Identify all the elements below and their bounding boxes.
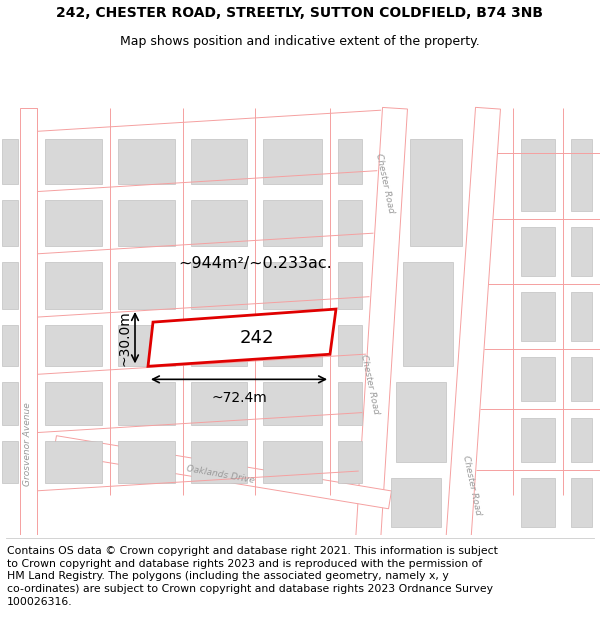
Polygon shape — [571, 227, 592, 276]
Polygon shape — [353, 107, 407, 591]
Text: Contains OS data © Crown copyright and database right 2021. This information is : Contains OS data © Crown copyright and d… — [7, 546, 498, 607]
Polygon shape — [191, 441, 247, 483]
Polygon shape — [263, 382, 322, 424]
Polygon shape — [191, 325, 247, 366]
Polygon shape — [2, 139, 18, 184]
Polygon shape — [410, 139, 462, 246]
Polygon shape — [2, 199, 18, 246]
Polygon shape — [45, 262, 102, 309]
Polygon shape — [53, 436, 391, 509]
Text: 242: 242 — [239, 329, 274, 347]
Polygon shape — [571, 292, 592, 341]
Polygon shape — [338, 325, 362, 366]
Polygon shape — [45, 139, 102, 184]
Polygon shape — [148, 309, 336, 366]
Polygon shape — [118, 262, 175, 309]
Polygon shape — [521, 357, 555, 401]
Polygon shape — [263, 325, 322, 366]
Polygon shape — [571, 418, 592, 462]
Polygon shape — [191, 382, 247, 424]
Text: Oaklands Drive: Oaklands Drive — [185, 464, 255, 485]
Text: Chester Road: Chester Road — [374, 153, 396, 214]
Polygon shape — [521, 227, 555, 276]
Polygon shape — [571, 478, 592, 527]
Polygon shape — [45, 325, 102, 366]
Polygon shape — [338, 441, 362, 483]
Polygon shape — [263, 139, 322, 184]
Polygon shape — [191, 262, 247, 309]
Text: Chester Road: Chester Road — [461, 454, 483, 516]
Polygon shape — [571, 357, 592, 401]
Polygon shape — [118, 139, 175, 184]
Polygon shape — [191, 199, 247, 246]
Polygon shape — [118, 199, 175, 246]
Polygon shape — [2, 325, 18, 366]
Polygon shape — [521, 478, 555, 527]
Polygon shape — [118, 441, 175, 483]
Polygon shape — [191, 139, 247, 184]
Polygon shape — [391, 478, 440, 527]
Text: ~944m²/~0.233ac.: ~944m²/~0.233ac. — [178, 256, 332, 271]
Polygon shape — [45, 382, 102, 424]
Polygon shape — [338, 199, 362, 246]
Polygon shape — [2, 382, 18, 424]
Polygon shape — [45, 199, 102, 246]
Polygon shape — [338, 139, 362, 184]
Polygon shape — [263, 262, 322, 309]
Polygon shape — [521, 139, 555, 211]
Polygon shape — [521, 292, 555, 341]
Text: ~30.0m: ~30.0m — [117, 310, 131, 366]
Text: 242, CHESTER ROAD, STREETLY, SUTTON COLDFIELD, B74 3NB: 242, CHESTER ROAD, STREETLY, SUTTON COLD… — [56, 6, 544, 20]
Polygon shape — [571, 139, 592, 211]
Polygon shape — [396, 382, 446, 462]
Polygon shape — [403, 262, 454, 366]
Polygon shape — [118, 325, 175, 366]
Polygon shape — [45, 441, 102, 483]
Polygon shape — [443, 107, 500, 591]
Polygon shape — [2, 262, 18, 309]
Text: Grosvenor Avenue: Grosvenor Avenue — [23, 402, 32, 486]
Polygon shape — [263, 441, 322, 483]
Text: ~72.4m: ~72.4m — [211, 391, 267, 406]
Polygon shape — [118, 382, 175, 424]
Polygon shape — [521, 418, 555, 462]
Text: Chester Road: Chester Road — [359, 354, 381, 415]
Polygon shape — [338, 262, 362, 309]
Polygon shape — [20, 108, 37, 590]
Polygon shape — [2, 441, 18, 483]
Polygon shape — [263, 199, 322, 246]
Polygon shape — [338, 382, 362, 424]
Text: Map shows position and indicative extent of the property.: Map shows position and indicative extent… — [120, 35, 480, 48]
